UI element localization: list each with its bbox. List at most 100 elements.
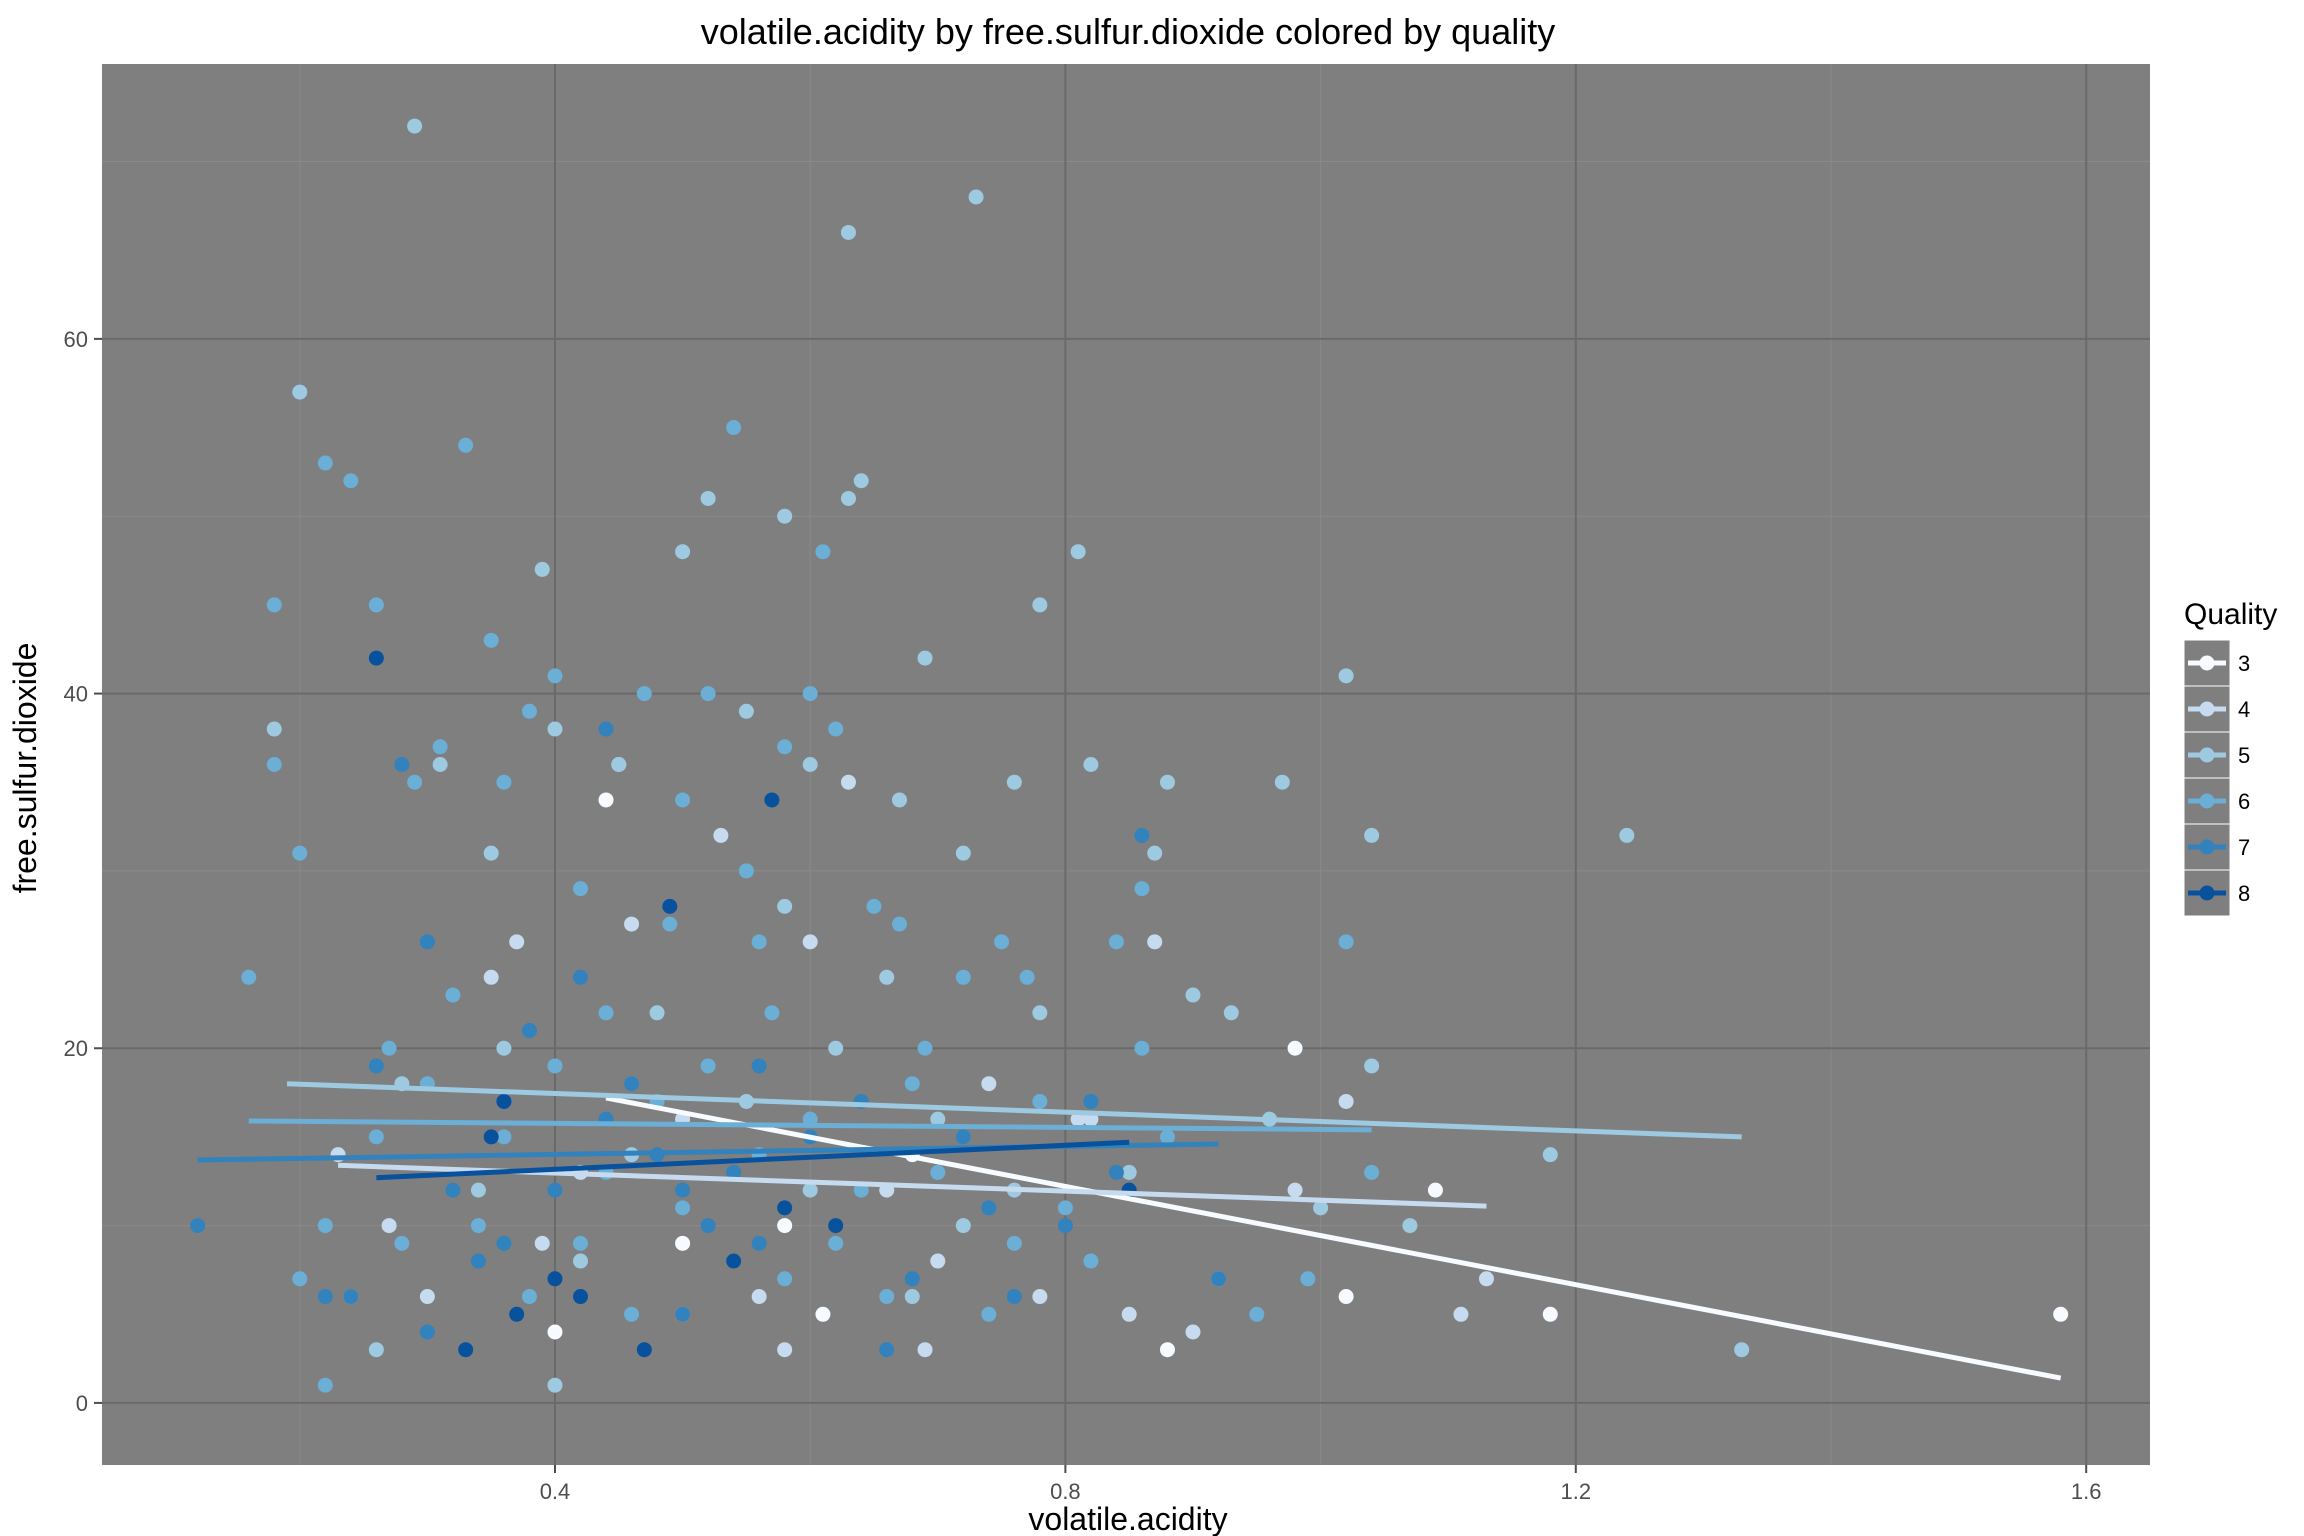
data-point [1542, 1306, 1558, 1322]
data-point [1032, 597, 1048, 613]
data-point [1619, 827, 1635, 843]
y-axis-title: free.sulfur.dioxide [7, 643, 43, 894]
x-tick-label: 1.2 [1560, 1479, 1591, 1504]
data-point [458, 437, 474, 453]
legend-label: 3 [2238, 651, 2250, 676]
data-point [241, 969, 257, 985]
data-point [368, 1058, 384, 1074]
data-point [1542, 1147, 1558, 1163]
data-point [1159, 774, 1175, 790]
data-point [573, 1289, 589, 1305]
legend: Quality 3 4 5 6 7 8 [2183, 598, 2277, 917]
data-point [496, 1235, 512, 1251]
data-point [1185, 1324, 1201, 1340]
data-point [930, 1111, 946, 1127]
data-point [981, 1306, 997, 1322]
data-point [802, 686, 818, 702]
y-axis: 0 20 40 60 [64, 327, 102, 1416]
x-axis: 0.4 0.8 1.2 1.6 [540, 1465, 2101, 1504]
data-point [726, 1164, 742, 1180]
x-axis-title: volatile.acidity [1028, 1501, 1227, 1536]
data-point [904, 1289, 920, 1305]
data-point [675, 544, 691, 560]
data-point [1211, 1271, 1227, 1287]
data-point [840, 224, 856, 240]
data-point [1083, 757, 1099, 772]
x-tick-label: 0.8 [1050, 1479, 1081, 1504]
data-point [1134, 827, 1150, 843]
legend-label: 6 [2238, 789, 2250, 814]
data-point [1287, 1040, 1303, 1056]
data-point [764, 1005, 780, 1021]
data-point [598, 1005, 614, 1021]
data-point [266, 597, 282, 613]
data-point [534, 1235, 550, 1251]
data-point [573, 1235, 589, 1251]
data-point [190, 1218, 206, 1234]
data-point [917, 1040, 933, 1056]
data-point [828, 1218, 844, 1234]
data-point [521, 1023, 537, 1039]
data-point [636, 1342, 652, 1358]
data-point [598, 721, 614, 737]
data-point [802, 1182, 818, 1198]
data-point [573, 1253, 589, 1269]
data-point [547, 1271, 563, 1287]
data-point [1478, 1271, 1494, 1287]
data-point [751, 934, 767, 950]
data-point [853, 473, 869, 489]
data-point [419, 1324, 435, 1340]
data-point [1134, 1040, 1150, 1056]
data-point [866, 898, 882, 914]
data-point [381, 1218, 397, 1234]
data-point [1300, 1271, 1316, 1287]
data-point [1121, 1306, 1137, 1322]
series-points-3 [547, 792, 2069, 1358]
data-point [1159, 1342, 1175, 1358]
series-points-8 [368, 650, 1137, 1358]
data-point [1134, 881, 1150, 897]
data-point [1313, 1200, 1329, 1216]
data-point [432, 739, 448, 755]
data-point [981, 1200, 997, 1216]
data-point [879, 969, 895, 985]
data-point [777, 1271, 793, 1287]
y-tick-label: 20 [64, 1036, 88, 1061]
data-point [777, 508, 793, 524]
legend-key-point [2199, 655, 2215, 671]
data-point [1070, 544, 1086, 560]
data-point [509, 934, 525, 950]
data-point [368, 650, 384, 666]
data-point [547, 1182, 563, 1198]
y-tick-label: 40 [64, 682, 88, 707]
data-point [840, 490, 856, 506]
data-point [1734, 1342, 1750, 1358]
data-point [1338, 668, 1354, 684]
data-point [266, 757, 282, 772]
data-point [802, 934, 818, 950]
data-point [726, 420, 742, 436]
data-point [419, 934, 435, 950]
data-point [343, 1289, 359, 1305]
legend-label: 8 [2238, 881, 2250, 906]
data-point [917, 1342, 933, 1358]
data-point [547, 1377, 563, 1393]
trend-line-8 [376, 1139, 1130, 1181]
data-point [1274, 774, 1290, 790]
data-point [483, 1129, 499, 1145]
data-point [981, 1076, 997, 1092]
data-point [1083, 1093, 1099, 1109]
data-point [2053, 1306, 2069, 1322]
data-point [815, 544, 831, 560]
data-point [1364, 1164, 1380, 1180]
data-point [815, 1306, 831, 1322]
data-point [828, 1235, 844, 1251]
x-tick-label: 0.4 [540, 1479, 571, 1504]
data-point [1121, 1164, 1137, 1180]
data-point [292, 1271, 308, 1287]
data-point [892, 792, 908, 808]
legend-key-point [2199, 747, 2215, 763]
legend-item-6: 6 [2183, 777, 2250, 825]
data-point [317, 1289, 333, 1305]
legend-key-point [2199, 885, 2215, 901]
